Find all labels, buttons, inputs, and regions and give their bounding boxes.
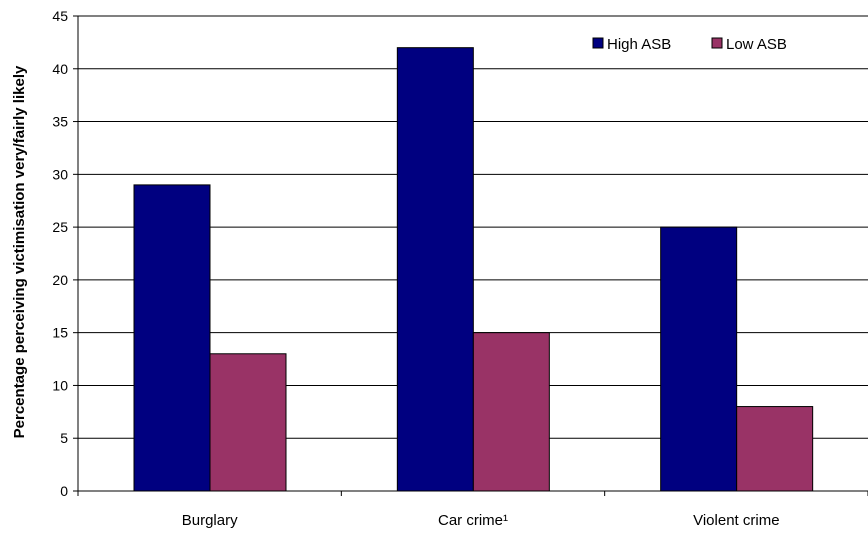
y-tick-label: 0 xyxy=(60,483,68,499)
y-tick-label: 35 xyxy=(52,114,68,130)
legend: High ASB Low ASB xyxy=(592,36,787,53)
bar-high-asb-3 xyxy=(660,226,738,492)
bar-low-asb-3 xyxy=(736,406,814,492)
y-tick-label: 15 xyxy=(52,325,68,341)
bars xyxy=(133,47,814,492)
y-tick-labels: 0 5 10 15 20 25 30 35 40 45 xyxy=(52,8,68,499)
axes xyxy=(73,15,868,496)
y-tick-label: 5 xyxy=(60,430,68,446)
x-category-label: Car crime¹ xyxy=(438,512,508,529)
y-tick-label: 45 xyxy=(52,8,68,24)
y-axis-title: Percentage perceiving victimisation very… xyxy=(11,65,28,438)
x-category-labels: Burglary Car crime¹ Violent crime xyxy=(182,512,780,529)
y-tick-label: 40 xyxy=(52,61,68,77)
bar-low-asb-2 xyxy=(472,332,550,492)
bar-high-asb-2 xyxy=(396,47,474,492)
y-tick-label: 30 xyxy=(52,166,68,182)
legend-label-high-asb: High ASB xyxy=(607,36,671,53)
legend-swatch-low-asb xyxy=(711,37,723,49)
y-tick-label: 10 xyxy=(52,377,68,393)
bar-high-asb-1 xyxy=(133,184,211,492)
x-category-label: Burglary xyxy=(182,512,238,529)
legend-label-low-asb: Low ASB xyxy=(726,36,787,53)
legend-swatch-high-asb xyxy=(592,37,604,49)
y-tick-label: 20 xyxy=(52,272,68,288)
x-category-label: Violent crime xyxy=(693,512,779,529)
y-tick-label: 25 xyxy=(52,219,68,235)
bar-low-asb-1 xyxy=(209,353,287,492)
